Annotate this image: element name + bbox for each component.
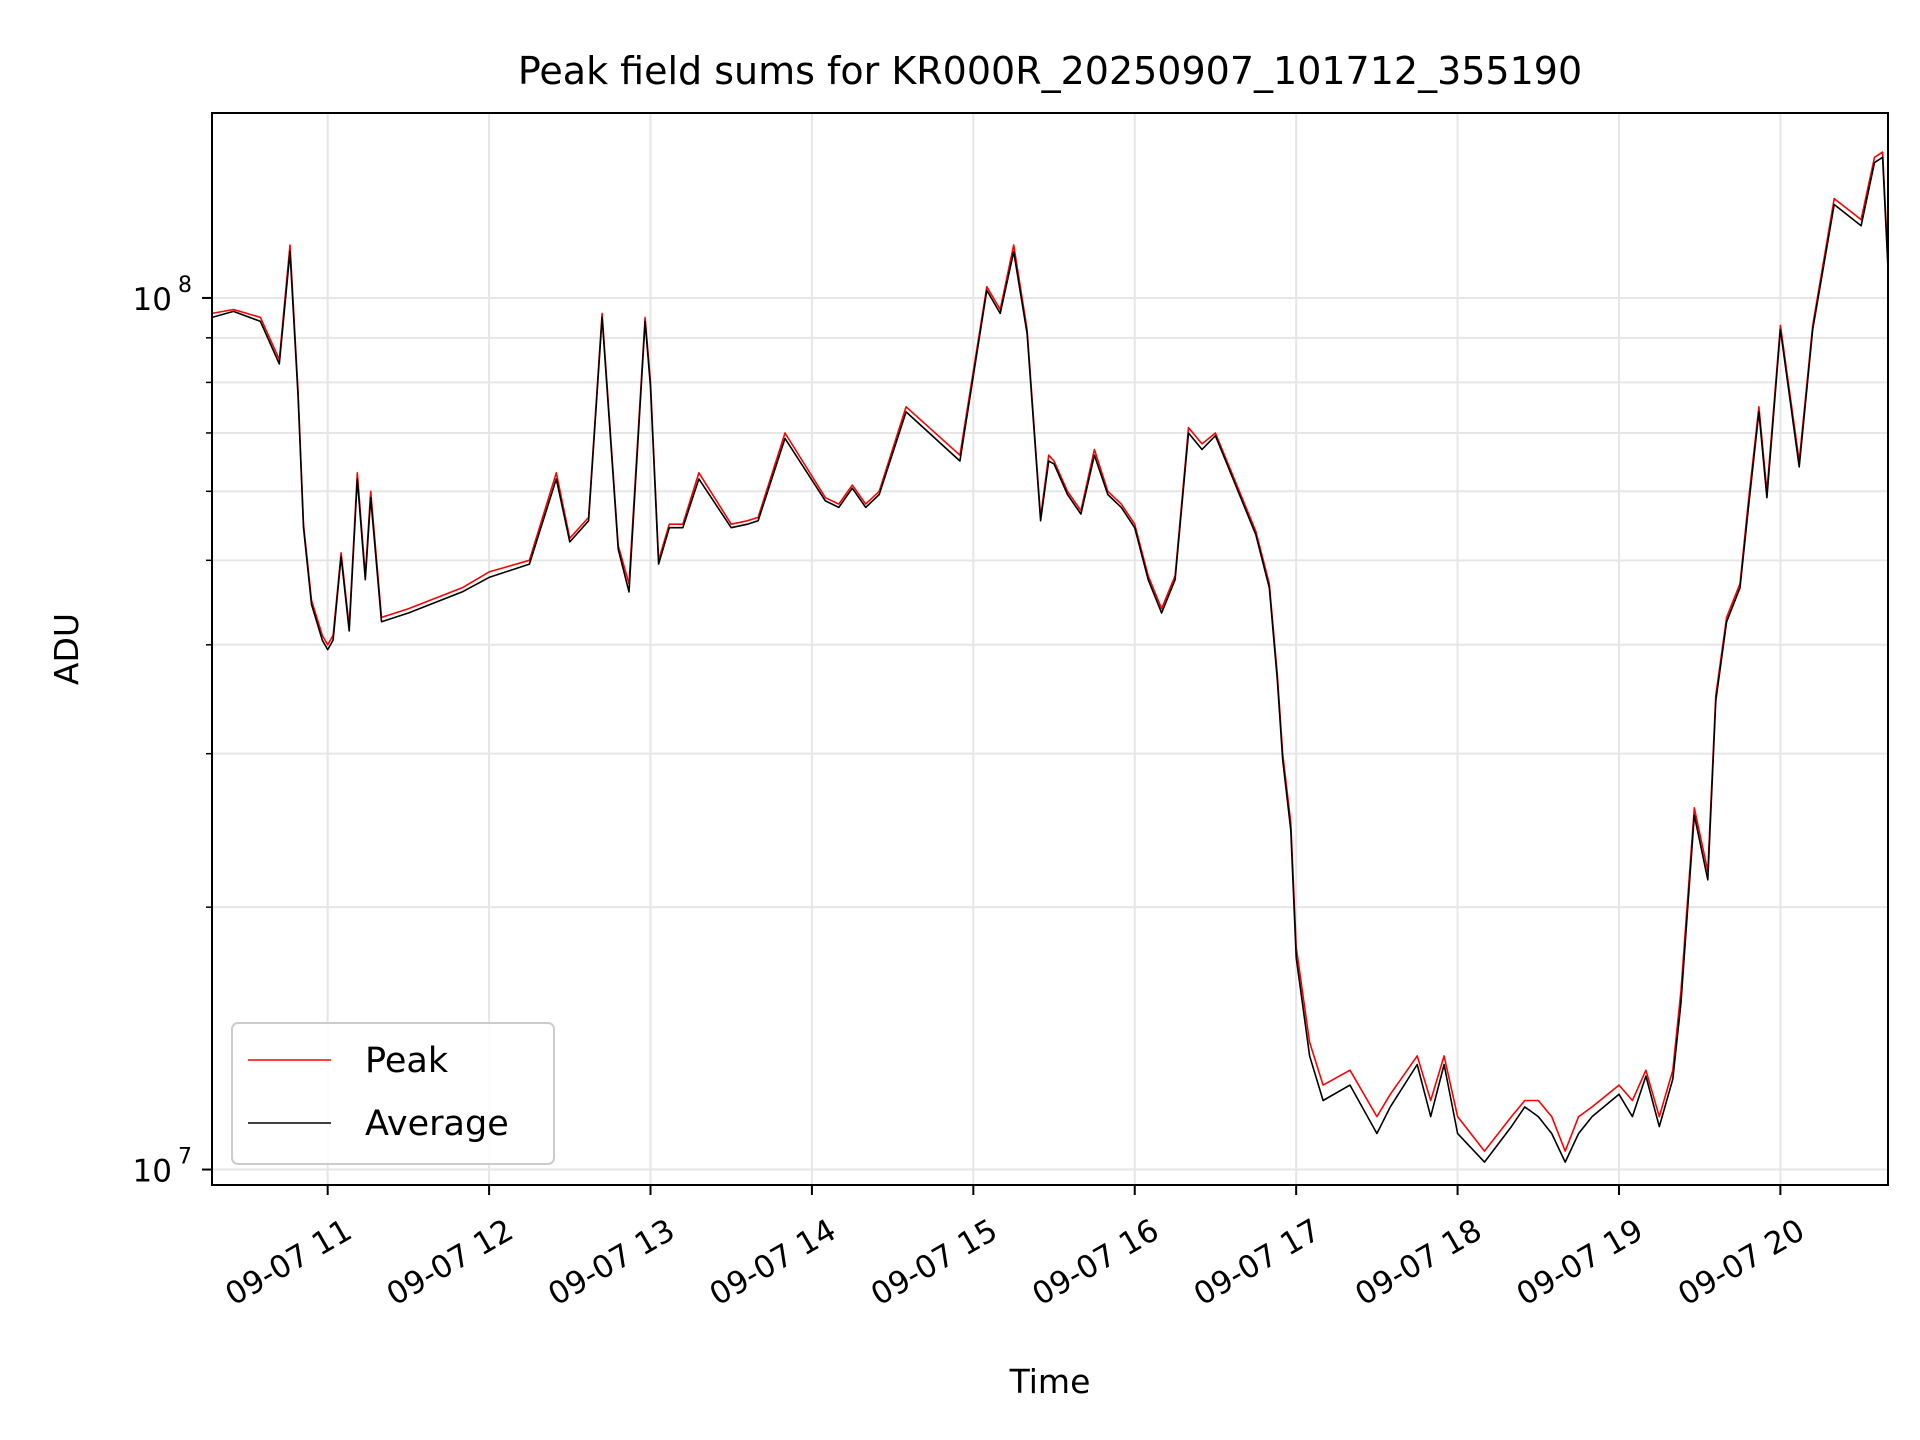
series-line-average xyxy=(212,156,1888,1163)
y-tick-label: 10 8 xyxy=(133,273,192,318)
x-tick-label: 09-07 11 xyxy=(219,1212,358,1313)
x-tick-label: 09-07 17 xyxy=(1188,1212,1327,1313)
legend-box xyxy=(231,1022,555,1165)
y-tick-exponent: 8 xyxy=(178,273,192,298)
series-lines xyxy=(212,151,1888,1163)
y-tick-base: 10 xyxy=(133,282,172,318)
x-tick-label: 09-07 18 xyxy=(1349,1212,1488,1313)
plot-frame xyxy=(211,112,1889,1186)
x-tick-label: 09-07 15 xyxy=(865,1212,1004,1313)
x-tick-label: 09-07 14 xyxy=(704,1212,843,1313)
x-tick-label: 09-07 16 xyxy=(1026,1212,1165,1313)
y-tick-label: 10 7 xyxy=(133,1145,192,1190)
x-tick-label: 09-07 12 xyxy=(381,1212,520,1313)
chart-title: Peak field sums for KR000R_20250907_1017… xyxy=(518,49,1582,93)
x-tick-label: 09-07 20 xyxy=(1672,1212,1811,1313)
legend: Peak Average xyxy=(231,1022,555,1165)
y-axis-label: ADU xyxy=(47,613,86,685)
x-axis-label: Time xyxy=(1009,1362,1091,1401)
legend-label-average: Average xyxy=(365,1104,509,1144)
legend-label-peak: Peak xyxy=(365,1041,449,1081)
grid xyxy=(212,113,1888,1185)
x-tick-label: 09-07 13 xyxy=(542,1212,681,1313)
y-tick-exponent: 7 xyxy=(178,1145,192,1170)
x-tick-label: 09-07 19 xyxy=(1511,1212,1650,1313)
y-tick-base: 10 xyxy=(133,1154,172,1190)
series-line-peak xyxy=(212,151,1888,1152)
